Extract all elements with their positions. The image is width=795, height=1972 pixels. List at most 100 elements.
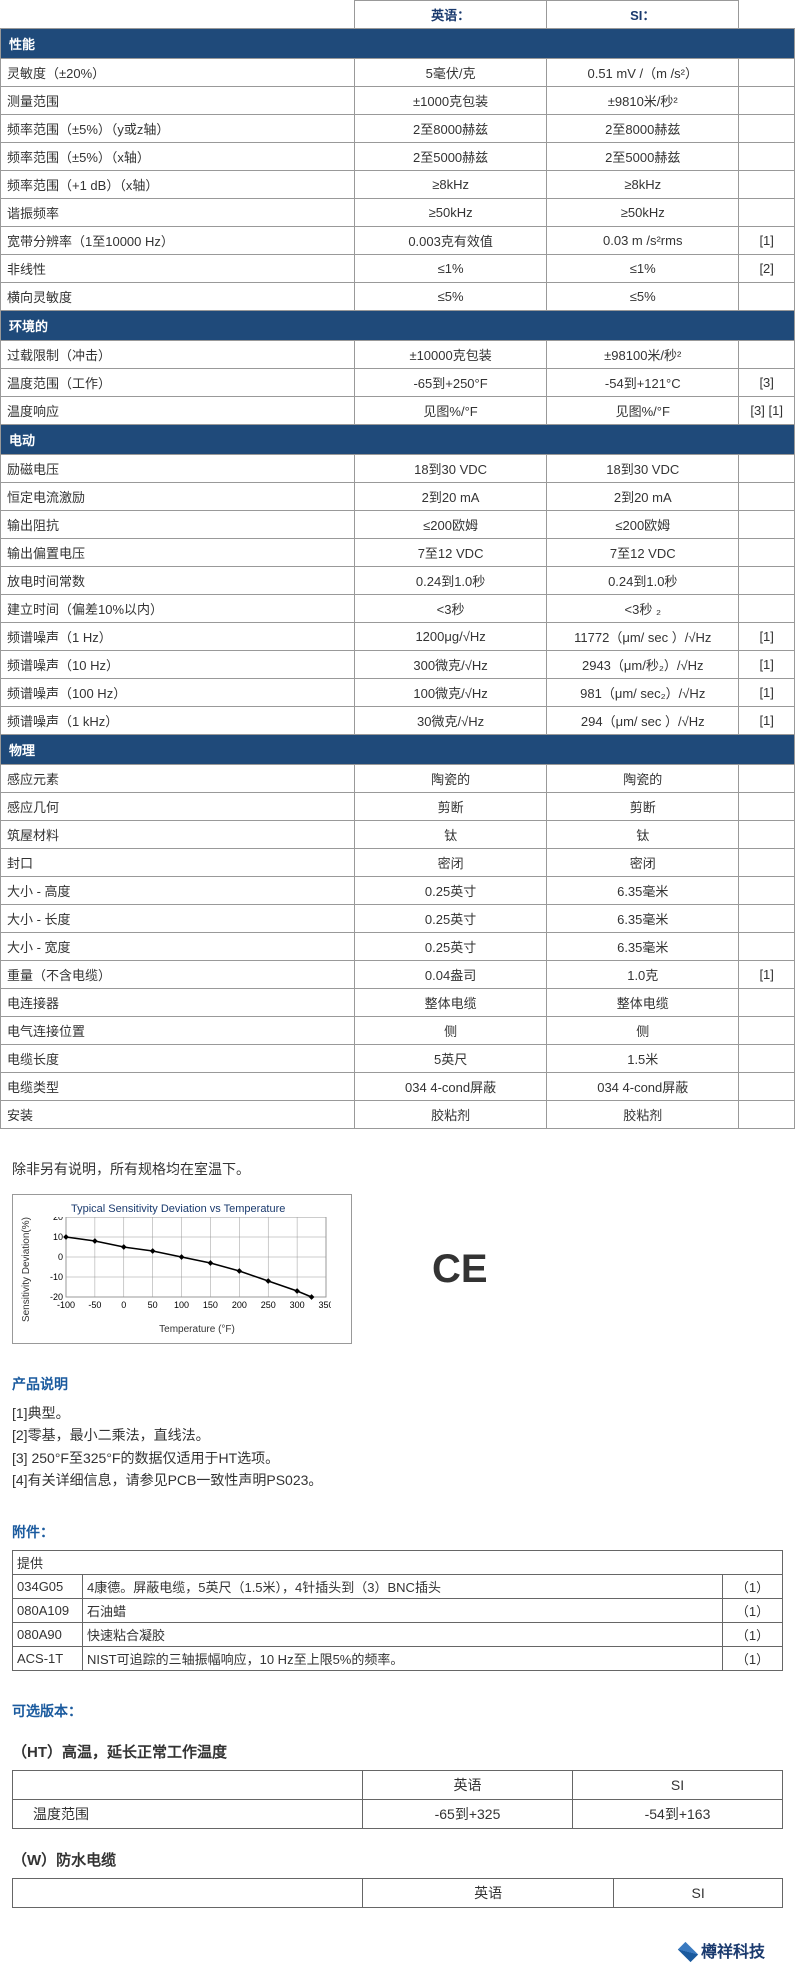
svg-text:10: 10 bbox=[53, 1232, 63, 1242]
spec-label: 过载限制（冲击） bbox=[1, 341, 355, 369]
opt-col-si: SI bbox=[573, 1770, 783, 1799]
sensitivity-chart: Typical Sensitivity Deviation vs Tempera… bbox=[12, 1194, 352, 1344]
section-header: 电动 bbox=[1, 425, 795, 455]
acc-table: 提供034G054康德。屏蔽电缆，5英尺（1.5米），4针插头到（3）BNC插头… bbox=[12, 1550, 783, 1671]
spec-note bbox=[739, 87, 795, 115]
spec-label: 电缆类型 bbox=[1, 1073, 355, 1101]
opt-en: -65到+325 bbox=[363, 1799, 573, 1828]
spec-label: 电连接器 bbox=[1, 989, 355, 1017]
spec-en: 300微克/√Hz bbox=[355, 651, 547, 679]
opt-hdr: （HT）高温，延长正常工作温度 bbox=[12, 1741, 783, 1762]
spec-en: 7至12 VDC bbox=[355, 539, 547, 567]
spec-note bbox=[739, 905, 795, 933]
spec-en: 0.25英寸 bbox=[355, 933, 547, 961]
spec-note bbox=[739, 1073, 795, 1101]
spec-en: 陶瓷的 bbox=[355, 765, 547, 793]
acc-title: 附件： bbox=[12, 1522, 783, 1542]
spec-en: 侧 bbox=[355, 1017, 547, 1045]
spec-label: 温度范围（工作） bbox=[1, 369, 355, 397]
acc-desc: 4康德。屏蔽电缆，5英尺（1.5米），4针插头到（3）BNC插头 bbox=[83, 1574, 723, 1598]
spec-si: 11772（μm/ sec ）/√Hz bbox=[547, 623, 739, 651]
spec-si: 1.5米 bbox=[547, 1045, 739, 1073]
spec-en: 100微克/√Hz bbox=[355, 679, 547, 707]
spec-note bbox=[739, 171, 795, 199]
logo: 樽祥科技 bbox=[0, 1908, 795, 1972]
spec-si: 981（μm/ sec₂）/√Hz bbox=[547, 679, 739, 707]
spec-label: 励磁电压 bbox=[1, 455, 355, 483]
room-temp-note: 除非另有说明，所有规格均在室温下。 bbox=[12, 1159, 783, 1179]
spec-si: 0.03 m /s²rms bbox=[547, 227, 739, 255]
desc-title: 产品说明 bbox=[12, 1374, 783, 1394]
spec-note bbox=[739, 539, 795, 567]
desc-list: [1]典型。[2]零基，最小二乘法，直线法。[3] 250°F至325°F的数据… bbox=[12, 1402, 783, 1492]
spec-en: 0.04盎司 bbox=[355, 961, 547, 989]
chart-title: Typical Sensitivity Deviation vs Tempera… bbox=[71, 1203, 343, 1215]
spec-label: 非线性 bbox=[1, 255, 355, 283]
spec-label: 放电时间常数 bbox=[1, 567, 355, 595]
spec-en: 剪断 bbox=[355, 793, 547, 821]
section-header: 物理 bbox=[1, 735, 795, 765]
spec-en: ≤200欧姆 bbox=[355, 511, 547, 539]
spec-note: [3] bbox=[739, 369, 795, 397]
spec-note bbox=[739, 595, 795, 623]
spec-en: 0.25英寸 bbox=[355, 877, 547, 905]
spec-note bbox=[739, 143, 795, 171]
desc-item: [1]典型。 bbox=[12, 1402, 783, 1424]
svg-text:350: 350 bbox=[318, 1300, 331, 1310]
spec-si: 密闭 bbox=[547, 849, 739, 877]
ce-mark: CE bbox=[432, 1247, 488, 1292]
svg-text:150: 150 bbox=[203, 1300, 218, 1310]
desc-item: [4]有关详细信息，请参见PCB一致性声明PS023。 bbox=[12, 1469, 783, 1491]
spec-en: 密闭 bbox=[355, 849, 547, 877]
spec-si: ≥8kHz bbox=[547, 171, 739, 199]
section-header: 环境的 bbox=[1, 311, 795, 341]
spec-label: 频谱噪声（1 Hz） bbox=[1, 623, 355, 651]
spec-en: 胶粘剂 bbox=[355, 1101, 547, 1129]
spec-si: 18到30 VDC bbox=[547, 455, 739, 483]
spec-label: 频谱噪声（1 kHz） bbox=[1, 707, 355, 735]
spec-si: 胶粘剂 bbox=[547, 1101, 739, 1129]
spec-note bbox=[739, 511, 795, 539]
spec-label: 建立时间（偏差10%以内） bbox=[1, 595, 355, 623]
spec-label: 安装 bbox=[1, 1101, 355, 1129]
svg-text:20: 20 bbox=[53, 1217, 63, 1222]
spec-note: [1] bbox=[739, 707, 795, 735]
spec-si: 钛 bbox=[547, 821, 739, 849]
spec-note bbox=[739, 1101, 795, 1129]
opt-hdr: （W）防水电缆 bbox=[12, 1849, 783, 1870]
spec-si: ≤1% bbox=[547, 255, 739, 283]
spec-label: 输出偏置电压 bbox=[1, 539, 355, 567]
spec-label: 感应几何 bbox=[1, 793, 355, 821]
spec-label: 测量范围 bbox=[1, 87, 355, 115]
spec-si: ≤200欧姆 bbox=[547, 511, 739, 539]
spec-si: 2至8000赫兹 bbox=[547, 115, 739, 143]
spec-note bbox=[739, 793, 795, 821]
spec-si: <3秒 ₂ bbox=[547, 595, 739, 623]
spec-label: 封口 bbox=[1, 849, 355, 877]
spec-note bbox=[739, 455, 795, 483]
spec-label: 感应元素 bbox=[1, 765, 355, 793]
spec-label: 输出阻抗 bbox=[1, 511, 355, 539]
spec-label: 大小 - 高度 bbox=[1, 877, 355, 905]
spec-si: 294（μm/ sec ）/√Hz bbox=[547, 707, 739, 735]
spec-label: 灵敏度（±20%） bbox=[1, 59, 355, 87]
spec-note: [2] bbox=[739, 255, 795, 283]
opt-col-en: 英语 bbox=[363, 1878, 614, 1907]
spec-en: ≤1% bbox=[355, 255, 547, 283]
spec-label: 频率范围（+1 dB）（x轴） bbox=[1, 171, 355, 199]
spec-en: ≤5% bbox=[355, 283, 547, 311]
spec-en: 1200μg/√Hz bbox=[355, 623, 547, 651]
spec-note: [3] [1] bbox=[739, 397, 795, 425]
section-header: 性能 bbox=[1, 29, 795, 59]
spec-en: 30微克/√Hz bbox=[355, 707, 547, 735]
opt-table: 英语SI bbox=[12, 1878, 783, 1908]
spec-label: 电缆长度 bbox=[1, 1045, 355, 1073]
spec-en: 整体电缆 bbox=[355, 989, 547, 1017]
acc-desc: 石油蜡 bbox=[83, 1598, 723, 1622]
spec-note bbox=[739, 821, 795, 849]
spec-label: 频率范围（±5%）（x轴） bbox=[1, 143, 355, 171]
spec-en: ±10000克包装 bbox=[355, 341, 547, 369]
spec-si: 侧 bbox=[547, 1017, 739, 1045]
spec-si: 0.24到1.0秒 bbox=[547, 567, 739, 595]
spec-si: 剪断 bbox=[547, 793, 739, 821]
